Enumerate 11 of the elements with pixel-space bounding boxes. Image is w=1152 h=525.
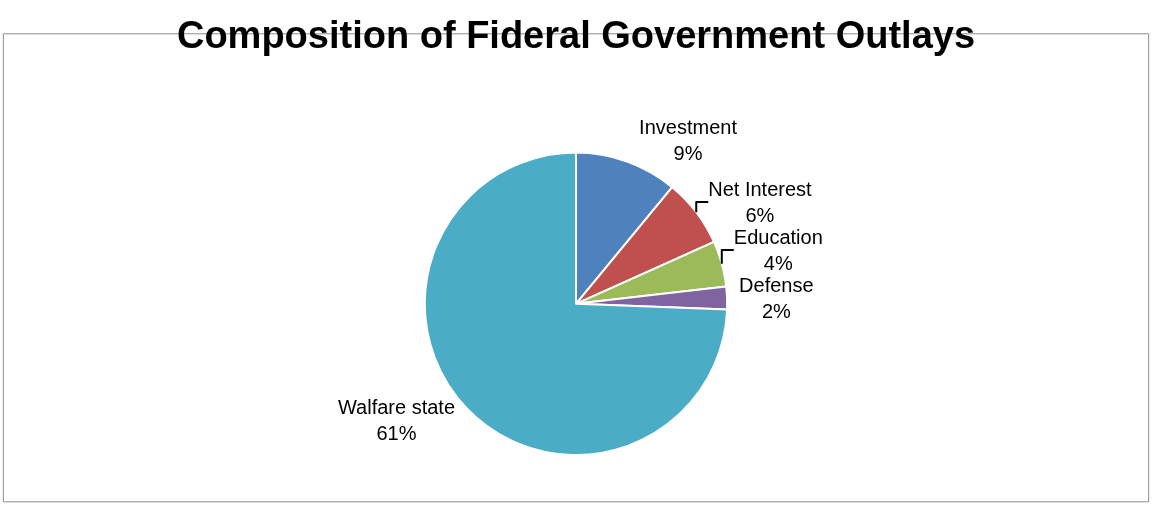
slice-label: Education [733,225,823,248]
data-label: 61% [376,422,417,445]
slice-label: Net Interest [708,177,813,200]
slice-label: Investment [639,116,738,139]
data-label: 9% [673,142,703,165]
data-label: 6% [745,203,775,226]
chart-title: Composition of Fideral Government Outlays [176,13,976,56]
data-label: 4% [763,251,793,274]
slice-label: Walfare state [337,396,456,419]
data-label: 2% [761,299,792,322]
slice-label: Defense [739,273,814,296]
